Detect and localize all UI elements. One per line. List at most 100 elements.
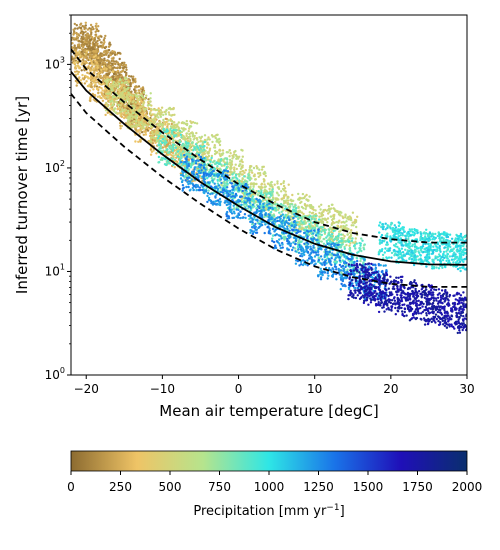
data-point <box>339 237 343 240</box>
data-point <box>207 136 210 139</box>
data-point <box>151 130 154 134</box>
data-point <box>125 114 128 117</box>
data-point <box>166 148 169 151</box>
data-point <box>206 192 210 195</box>
data-point <box>147 127 151 130</box>
data-point <box>244 197 247 200</box>
data-point <box>194 183 198 187</box>
data-point <box>73 70 77 74</box>
data-point <box>107 64 111 68</box>
data-point <box>94 65 98 68</box>
data-point <box>91 25 94 29</box>
data-point <box>228 158 232 162</box>
data-point <box>119 66 122 69</box>
data-point <box>102 64 106 68</box>
data-point <box>181 189 184 192</box>
data-point <box>216 187 220 191</box>
data-point <box>299 216 302 219</box>
data-point <box>105 69 108 73</box>
data-point <box>107 75 110 79</box>
data-point <box>86 71 89 75</box>
data-point <box>238 160 242 163</box>
data-point <box>139 140 142 143</box>
data-point <box>231 154 234 157</box>
data-point <box>119 78 122 81</box>
data-point <box>249 214 252 217</box>
data-point <box>273 183 276 186</box>
data-point <box>133 125 136 128</box>
data-point <box>197 171 201 175</box>
data-point <box>65 54 67 56</box>
data-point <box>308 211 311 214</box>
data-point <box>118 106 122 109</box>
data-point <box>172 143 176 147</box>
data-point <box>253 173 256 176</box>
data-point <box>182 127 185 131</box>
data-point <box>138 132 141 135</box>
data-point <box>349 233 353 237</box>
data-point <box>156 134 160 137</box>
data-point <box>277 194 280 197</box>
data-point <box>171 126 175 129</box>
data-point <box>191 182 194 185</box>
data-point <box>194 166 197 169</box>
data-point <box>252 182 256 186</box>
data-point <box>191 141 194 144</box>
data-point <box>196 138 199 141</box>
data-point <box>104 75 107 79</box>
data-point <box>85 75 88 78</box>
data-point <box>207 189 210 192</box>
scatter-points <box>65 21 467 335</box>
data-point <box>318 215 321 218</box>
data-point <box>294 207 298 210</box>
data-point <box>267 216 270 219</box>
data-point <box>154 108 157 112</box>
data-point <box>117 103 120 107</box>
data-point <box>209 174 212 177</box>
data-point <box>93 76 96 80</box>
data-point <box>257 226 260 230</box>
data-point <box>117 75 121 78</box>
data-point <box>89 95 93 99</box>
data-point <box>268 196 271 199</box>
data-point <box>151 133 155 136</box>
data-point <box>163 121 166 124</box>
data-point <box>228 155 231 158</box>
data-point <box>240 203 243 206</box>
data-point <box>160 106 164 109</box>
data-point <box>68 58 70 60</box>
data-point <box>65 51 67 53</box>
data-point <box>190 178 193 181</box>
data-point <box>93 59 97 62</box>
data-point <box>142 91 146 94</box>
data-point <box>186 180 189 184</box>
data-point <box>185 119 188 123</box>
data-point <box>248 178 251 182</box>
data-point <box>248 205 252 209</box>
data-point <box>258 213 261 217</box>
data-point <box>263 183 266 186</box>
data-point <box>132 78 135 81</box>
data-point <box>198 151 202 154</box>
data-point <box>240 148 243 152</box>
data-point <box>109 54 112 57</box>
data-point <box>75 38 78 41</box>
data-point <box>72 61 76 65</box>
data-point <box>141 118 144 121</box>
data-point <box>75 84 78 87</box>
data-point <box>191 133 195 137</box>
data-point <box>185 132 189 135</box>
data-point <box>282 204 285 207</box>
data-point <box>113 53 117 56</box>
data-point <box>335 209 339 213</box>
data-point <box>355 256 358 260</box>
data-point <box>253 225 257 228</box>
data-point <box>355 225 358 229</box>
data-point <box>213 152 217 156</box>
data-point <box>142 101 146 104</box>
data-point <box>251 188 255 191</box>
data-point <box>203 181 206 184</box>
data-point <box>205 146 209 149</box>
data-point <box>234 173 238 177</box>
data-point <box>283 236 287 240</box>
